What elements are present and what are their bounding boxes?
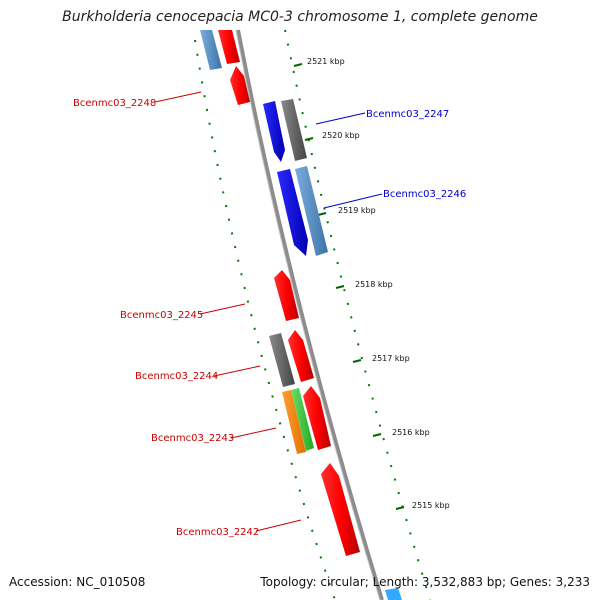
kbp-label-2519: 2519 kbp — [338, 206, 376, 215]
gene-arrow-2245 — [274, 270, 299, 321]
map-title: Burkholderia cenocepacia MC0-3 chromosom… — [62, 9, 538, 25]
kbp-label-2517: 2517 kbp — [372, 354, 410, 363]
inner-dotted-ring — [194, 39, 336, 600]
accession-text: Accession: NC_010508 — [9, 575, 146, 589]
gene-label-2247: Bcenmc03_2247 — [366, 109, 449, 120]
gene-arrow-2243 — [303, 386, 331, 450]
kbp-label-2516: 2516 kbp — [392, 428, 430, 437]
gene-label-2245: Bcenmc03_2245 — [120, 310, 203, 321]
kbp-label-2515: 2515 kbp — [412, 501, 450, 510]
kbp-label-2518: 2518 kbp — [355, 280, 393, 289]
backbone-highlight — [235, 29, 381, 600]
gene-label-2244: Bcenmc03_2244 — [135, 371, 218, 382]
kbp-label-2520: 2520 kbp — [322, 131, 360, 140]
gene-arrow-2242 — [321, 463, 360, 556]
feature-green-2243 — [291, 388, 314, 451]
feature-red-top — [218, 30, 240, 64]
kbp-label-2521: 2521 kbp — [307, 57, 345, 66]
feature-steel-2246 — [295, 166, 328, 256]
feature-gray-2244 — [269, 333, 295, 387]
leader-lines — [154, 91, 383, 532]
genome-summary-text: Topology: circular; Length: 3,532,883 bp… — [260, 575, 590, 589]
feature-cyan-bottom — [385, 588, 402, 600]
kbp-ticks — [293, 63, 405, 510]
gene-label-2243: Bcenmc03_2243 — [151, 433, 234, 444]
gene-label-2246: Bcenmc03_2246 — [383, 189, 466, 200]
feature-orange-2243 — [282, 390, 306, 454]
gene-label-2242: Bcenmc03_2242 — [176, 527, 259, 538]
feature-steel-top — [200, 30, 222, 70]
gene-labels: Bcenmc03_2248 Bcenmc03_2247 Bcenmc03_224… — [73, 98, 466, 538]
gene-arrow-2246 — [277, 169, 308, 256]
kbp-labels: 2521 kbp 2520 kbp 2519 kbp 2518 kbp 2517… — [307, 57, 450, 510]
gene-arrow-2247 — [263, 101, 285, 162]
feature-gray-2247 — [281, 99, 307, 161]
gene-arrow-2244 — [288, 330, 314, 382]
gene-arrow-2248 — [230, 66, 250, 105]
gene-label-2248: Bcenmc03_2248 — [73, 98, 156, 109]
backbone-line — [236, 29, 384, 600]
